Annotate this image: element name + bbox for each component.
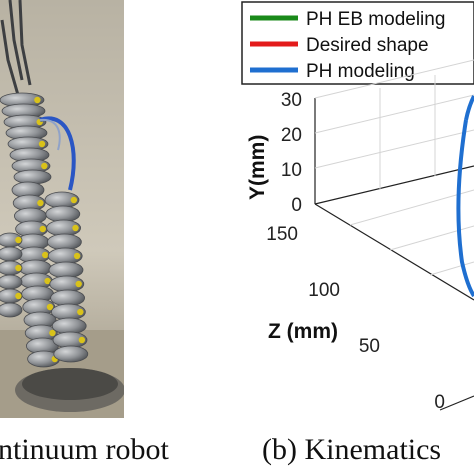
robot-joint [15, 264, 22, 272]
robot-segment [50, 289, 85, 307]
robot-segment [48, 261, 84, 279]
robot-joint [77, 308, 84, 316]
robot-joint [42, 251, 49, 259]
z-ticks: 150 100 50 0 [266, 224, 445, 413]
robot-joint [78, 336, 86, 344]
z-tick-50: 50 [359, 336, 380, 357]
z-tick-0: 0 [434, 392, 445, 413]
legend-label-ph: PH modeling [306, 61, 415, 82]
robot-joint [15, 236, 22, 244]
robot-segment [47, 233, 82, 251]
robot-joint [37, 199, 44, 207]
robot-joint [15, 292, 22, 300]
robot-joint [44, 277, 51, 285]
y-ticks: 30 20 10 0 [281, 90, 302, 216]
robot-segment [0, 274, 23, 290]
z-axis-label: Z (mm) [268, 320, 338, 343]
axes-frame [314, 98, 474, 411]
y-tick-0: 0 [291, 195, 302, 216]
robot-segment [0, 246, 23, 262]
y-tick-10: 10 [281, 160, 302, 181]
legend-label-ph-eb: PH EB modeling [306, 9, 445, 30]
legend: PH EB modeling Desired shape PH modeling [241, 1, 474, 85]
robot-joint [49, 329, 56, 337]
caption-panel-b: (b) Kinematics [262, 433, 442, 466]
y-axis-label: Y(mm) [246, 135, 269, 200]
robot-joint [38, 140, 46, 148]
robot-segment [53, 345, 89, 363]
robot-joint [39, 225, 46, 233]
y-tick-20: 20 [281, 125, 302, 146]
z-tick-100: 100 [308, 280, 340, 301]
continuum-robot-photo [0, 0, 124, 418]
robot-joint [41, 162, 48, 170]
robot-segment [51, 317, 87, 335]
robot-joint [72, 224, 79, 232]
robot-joint [75, 280, 82, 288]
caption-panel-a: ntinuum robot [0, 433, 169, 466]
robot-segment [45, 205, 81, 223]
robot-joint [34, 96, 41, 104]
grid [314, 59, 474, 276]
robot-joint [70, 196, 78, 204]
series-ph-modeling [456, 119, 474, 298]
kinematics-plot: PH EB modeling Desired shape PH modeling… [241, 1, 474, 413]
robot-segment [0, 302, 23, 318]
robot-joint [46, 303, 54, 311]
legend-label-desired: Desired shape [306, 35, 429, 56]
robot-joint [73, 252, 81, 260]
z-tick-150: 150 [266, 224, 298, 245]
y-tick-30: 30 [281, 90, 302, 111]
series-ph-modeling-top [464, 95, 474, 121]
